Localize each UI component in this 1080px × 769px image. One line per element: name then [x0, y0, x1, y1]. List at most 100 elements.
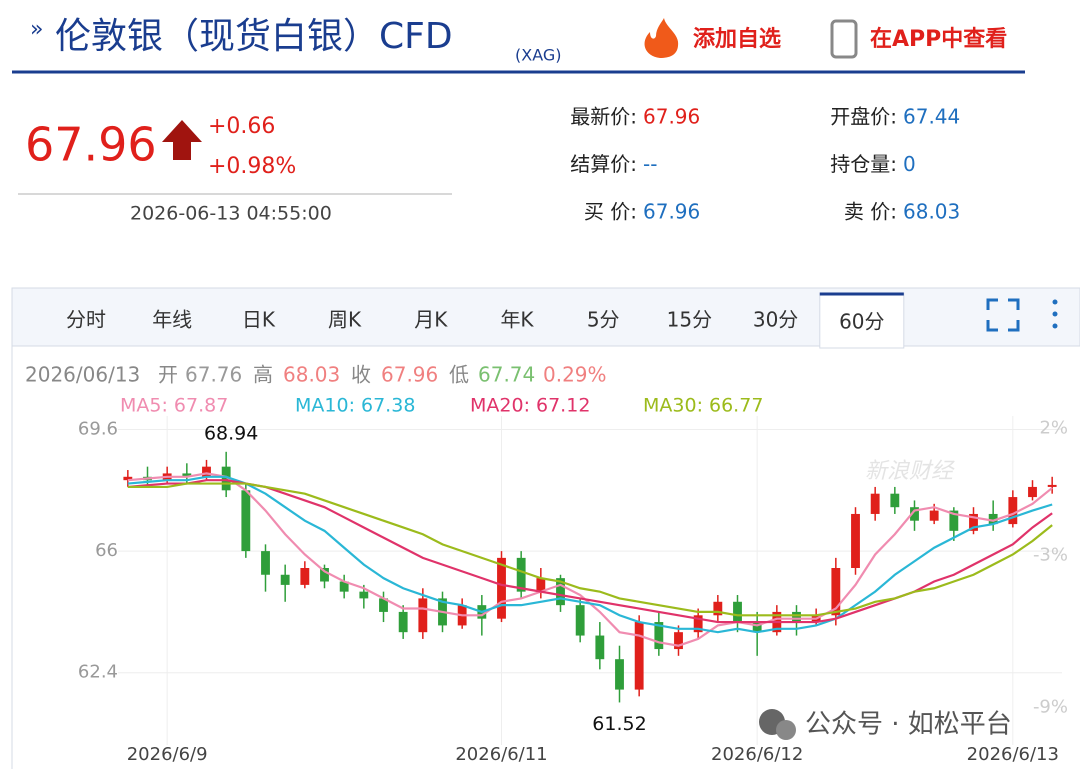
candle-body	[752, 622, 762, 633]
candle-body	[654, 622, 664, 650]
tab[interactable]: 30分	[753, 308, 798, 332]
candle-body	[398, 611, 408, 633]
candle-body	[418, 598, 428, 633]
fullscreen-button[interactable]	[986, 298, 1020, 332]
candle-body	[123, 476, 133, 481]
y2-tick-label: 2%	[1039, 418, 1068, 439]
candle-body	[969, 513, 978, 531]
legend-item: MA10: 67.38	[295, 395, 415, 417]
fire-icon	[644, 18, 679, 58]
tab[interactable]: 年线	[152, 308, 192, 332]
candle-body	[831, 568, 841, 616]
candle-body	[202, 466, 211, 477]
watermark-source: 新浪财经	[865, 459, 955, 484]
price-change-pct: +0.98%	[208, 154, 296, 179]
x-tick-label: 2026/6/9	[127, 744, 208, 765]
field-value: --	[643, 152, 657, 176]
legend-item: MA30: 66.77	[643, 395, 763, 417]
field-value: 67.96	[643, 105, 700, 129]
watermark-account: 公众号 · 如松平台	[759, 709, 1012, 740]
candle-body	[516, 557, 526, 592]
field-value: 67.44	[903, 105, 960, 129]
header-icon: »	[30, 17, 43, 42]
candle-body	[949, 510, 959, 531]
x-tick-label: 2026/6/12	[711, 744, 803, 765]
candle-body	[182, 473, 192, 477]
open-app-button[interactable]: 在APP中查看	[830, 19, 1007, 59]
price-change: +0.66	[208, 114, 275, 139]
button-label: 添加自选	[693, 26, 781, 52]
tab[interactable]: 15分	[667, 308, 712, 332]
dot	[1052, 323, 1058, 329]
y-tick-label: 66	[95, 540, 118, 561]
button-label: 在APP中查看	[870, 26, 1007, 52]
low-label: 61.52	[592, 713, 646, 735]
tab[interactable]: 60分	[839, 310, 884, 334]
field-value: 68.03	[903, 200, 960, 224]
candle-body	[536, 578, 546, 592]
field-label: 最新价:	[570, 105, 637, 129]
candle-body	[910, 507, 919, 521]
up-arrow	[162, 120, 202, 160]
candle-body	[556, 578, 565, 606]
candle-body	[733, 601, 742, 623]
field-value: 0	[903, 152, 916, 176]
y2-tick-label: -9%	[1033, 696, 1068, 717]
candle-body	[929, 510, 939, 521]
candle-body	[890, 493, 900, 508]
x-tick-label: 2026/6/11	[455, 744, 547, 765]
y2-tick-label: -3%	[1033, 544, 1068, 565]
candle-body	[359, 591, 369, 599]
ohlc-label: 收	[351, 363, 371, 387]
more-button[interactable]	[1052, 299, 1058, 329]
field-label: 持仓量:	[830, 152, 897, 176]
ma-line	[127, 482, 1053, 617]
ohlc-high: 68.03	[283, 363, 340, 387]
tab[interactable]: 5分	[587, 308, 620, 332]
ohlc-low: 67.74	[478, 363, 535, 387]
ohlc-date: 2026/06/13	[25, 363, 140, 387]
tab[interactable]: 周K	[328, 308, 362, 332]
quote-time: 2026-06-13 04:55:00	[130, 203, 332, 225]
fullscreen-icon	[986, 298, 1020, 332]
tab[interactable]: 月K	[414, 308, 448, 332]
candle-body	[595, 635, 605, 660]
candle-body	[379, 598, 388, 612]
dot	[1052, 299, 1058, 305]
candle-body	[261, 551, 270, 575]
ohlc-close: 67.96	[381, 363, 438, 387]
ohlc-pct: 0.29%	[543, 363, 607, 387]
candle-body	[1008, 497, 1018, 525]
wechat-icon	[776, 720, 796, 740]
ma-legend: MA5: 67.87 MA10: 67.38 MA20: 67.12 MA30: 66…	[120, 395, 763, 417]
legend-item: MA5: 67.87	[120, 395, 228, 417]
candle-body	[713, 601, 723, 616]
watermark-text: 公众号 · 如松平台	[805, 710, 1012, 740]
candle-body	[615, 659, 624, 690]
tab[interactable]: 年K	[500, 308, 534, 332]
field-label: 开盘价:	[830, 105, 897, 129]
candle-body	[1047, 484, 1057, 487]
candle-body	[674, 632, 683, 650]
x-tick-label: 2026/6/13	[967, 744, 1059, 765]
ohlc-label: 开	[158, 363, 178, 387]
candle-body	[575, 605, 585, 636]
candle-body	[280, 574, 290, 585]
tab[interactable]: 日K	[242, 308, 276, 332]
ohlc-open: 67.76	[185, 363, 242, 387]
ohlc-label: 低	[449, 363, 469, 387]
chart: 62.4 66 69.6 2% -3% -9% 2026/6/9 2026/6/11 2026/…	[78, 416, 1068, 765]
candle-body	[241, 490, 251, 552]
field-label: 卖 价:	[844, 200, 897, 224]
add-watchlist-button[interactable]: 添加自选	[644, 18, 781, 58]
high-label: 68.94	[204, 422, 258, 444]
candle-body	[221, 466, 231, 491]
ma-line	[127, 475, 1053, 634]
dot	[1052, 311, 1058, 317]
candle-body	[1028, 486, 1037, 498]
tab[interactable]: 分时	[66, 308, 106, 332]
page-title: 伦敦银（现货白银）CFD	[55, 16, 453, 57]
field-value: 67.96	[643, 200, 700, 224]
